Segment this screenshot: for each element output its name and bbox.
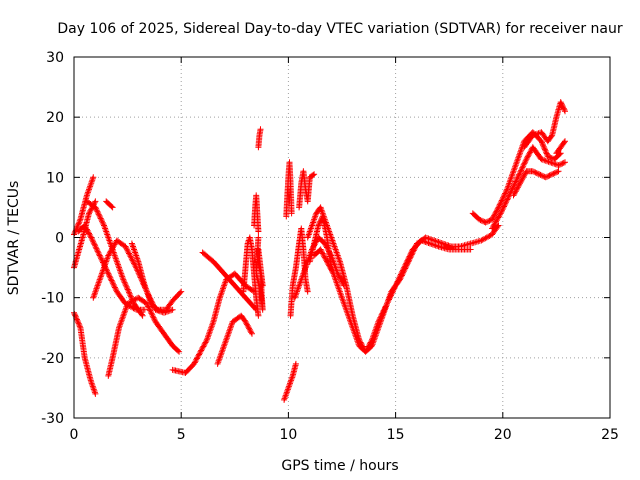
grid-lines [74, 57, 610, 418]
y-tick-label: 30 [46, 50, 64, 66]
x-axis-label: GPS time / hours [281, 458, 398, 474]
y-tick-label: 0 [55, 231, 64, 247]
chart-title: Day 106 of 2025, Sidereal Day-to-day VTE… [57, 21, 623, 37]
x-tick-label: 15 [387, 427, 405, 443]
x-tick-label: 5 [177, 427, 186, 443]
y-tick-label: -30 [41, 411, 64, 427]
y-tick-label: 10 [46, 170, 64, 186]
x-tick-label: 25 [601, 427, 619, 443]
x-tick-label: 10 [279, 427, 297, 443]
y-tick-label: 20 [46, 110, 64, 126]
y-axis-label: SDTVAR / TECUs [6, 181, 22, 296]
y-tick-label: -20 [41, 351, 64, 367]
x-tick-label: 20 [494, 427, 512, 443]
y-tick-label: -10 [41, 291, 64, 307]
axes: 0 5 10 15 20 25 -30 -20 -10 0 10 20 30 [41, 50, 619, 443]
x-tick-label: 0 [70, 427, 79, 443]
